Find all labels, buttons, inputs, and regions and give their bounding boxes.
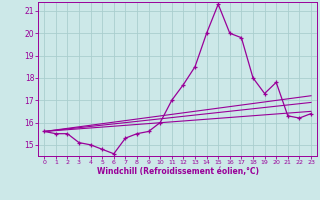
X-axis label: Windchill (Refroidissement éolien,°C): Windchill (Refroidissement éolien,°C)	[97, 167, 259, 176]
